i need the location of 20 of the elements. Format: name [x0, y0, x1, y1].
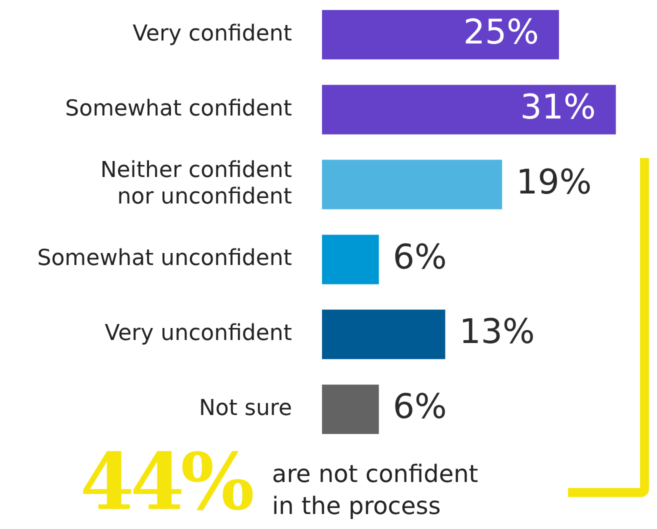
data-label: 13% — [459, 312, 535, 352]
y-tick-label: Neither confident nor unconfident — [100, 158, 292, 210]
data-label: 6% — [392, 387, 447, 428]
y-tick-label: Somewhat unconfident — [37, 246, 292, 272]
y-tick-label: Not sure — [198, 396, 292, 422]
bar — [322, 310, 446, 360]
data-label: 6% — [392, 237, 447, 278]
data-label: 19% — [516, 162, 592, 202]
y-tick-label: Somewhat confident — [65, 96, 292, 122]
bar — [322, 160, 502, 210]
y-tick-label: Very confident — [132, 21, 292, 46]
text: are not confident in the process — [272, 459, 478, 522]
bar — [322, 10, 559, 60]
bar — [322, 384, 379, 434]
bar — [322, 234, 379, 284]
bar — [322, 84, 616, 134]
data-label: 31% — [520, 87, 596, 128]
data-label: 25% — [463, 12, 539, 52]
text: 44% — [80, 437, 251, 528]
y-tick-label: Very unconfident — [104, 321, 292, 346]
